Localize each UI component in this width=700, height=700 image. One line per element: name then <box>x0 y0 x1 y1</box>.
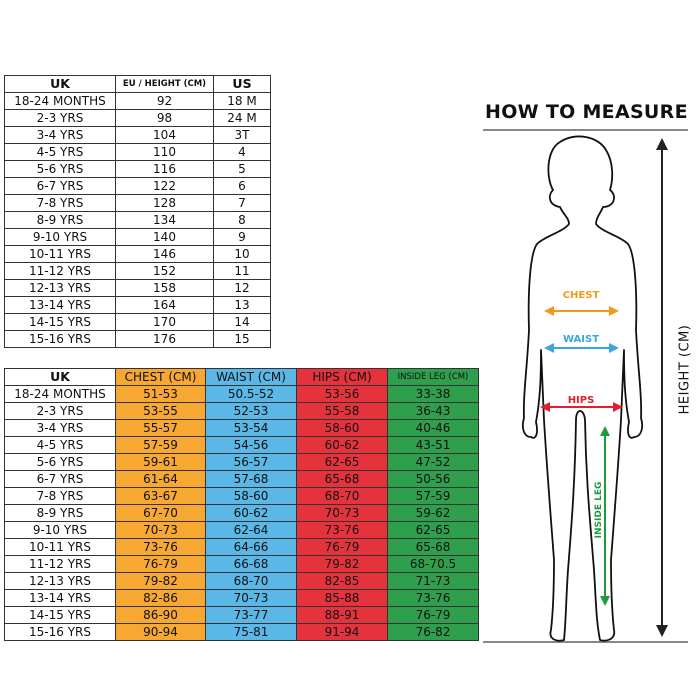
cell-hips-cm: 73-76 <box>296 521 388 539</box>
table-row: 2-3 YRS 98 24 M <box>4 109 271 127</box>
cell-waist-cm: 52-53 <box>205 402 297 420</box>
cell-uk: 2-3 YRS <box>4 402 116 420</box>
cell-inside-leg-cm: 76-82 <box>387 623 479 641</box>
cell-waist-cm: 60-62 <box>205 504 297 522</box>
cell-uk: 15-16 YRS <box>4 330 116 348</box>
cell-chest-cm: 76-79 <box>115 555 206 573</box>
cell-eu-height-cm: 122 <box>115 177 214 195</box>
cell-us: 11 <box>213 262 271 280</box>
cell-waist-cm: 62-64 <box>205 521 297 539</box>
how-to-measure-title: HOW TO MEASURE <box>485 101 688 123</box>
cell-inside-leg-cm: 76-79 <box>387 606 479 624</box>
cell-us: 5 <box>213 160 271 178</box>
cell-waist-cm: 73-77 <box>205 606 297 624</box>
cell-uk: 11-12 YRS <box>4 262 116 280</box>
cell-uk: 15-16 YRS <box>4 623 116 641</box>
table-row: 15-16 YRS 90-94 75-81 91-94 76-82 <box>4 623 479 641</box>
table-row: 6-7 YRS 122 6 <box>4 177 271 195</box>
cell-uk: 14-15 YRS <box>4 606 116 624</box>
cell-eu-height-cm: 158 <box>115 279 214 297</box>
cell-inside-leg-cm: 57-59 <box>387 487 479 505</box>
cell-us: 8 <box>213 211 271 229</box>
cell-chest-cm: 79-82 <box>115 572 206 590</box>
cell-hips-cm: 62-65 <box>296 453 388 471</box>
table-row: 14-15 YRS 86-90 73-77 88-91 76-79 <box>4 606 479 624</box>
cell-us: 24 M <box>213 109 271 127</box>
cell-waist-cm: 56-57 <box>205 453 297 471</box>
table-row: 3-4 YRS 104 3T <box>4 126 271 144</box>
chest-label: CHEST <box>563 290 600 301</box>
cell-uk: 8-9 YRS <box>4 504 116 522</box>
cell-hips-cm: 88-91 <box>296 606 388 624</box>
size-conversion-table: UK EU / HEIGHT (CM) US 18-24 MONTHS 92 18 … <box>4 75 271 348</box>
cell-waist-cm: 50.5-52 <box>205 385 297 403</box>
body-measurements-table: UK CHEST (CM) WAIST (CM) HIPS (CM) INSID… <box>4 368 479 641</box>
table-row: 4-5 YRS 57-59 54-56 60-62 43-51 <box>4 436 479 454</box>
cell-waist-cm: 64-66 <box>205 538 297 556</box>
header-hips: HIPS (CM) <box>296 368 388 386</box>
waist-label: WAIST <box>563 334 599 345</box>
cell-hips-cm: 58-60 <box>296 419 388 437</box>
cell-inside-leg-cm: 73-76 <box>387 589 479 607</box>
table-row: 8-9 YRS 134 8 <box>4 211 271 229</box>
table-row: 6-7 YRS 61-64 57-68 65-68 50-56 <box>4 470 479 488</box>
cell-inside-leg-cm: 62-65 <box>387 521 479 539</box>
cell-inside-leg-cm: 40-46 <box>387 419 479 437</box>
cell-inside-leg-cm: 43-51 <box>387 436 479 454</box>
cell-uk: 10-11 YRS <box>4 538 116 556</box>
cell-uk: 3-4 YRS <box>4 126 116 144</box>
cell-waist-cm: 70-73 <box>205 589 297 607</box>
cell-eu-height-cm: 176 <box>115 330 214 348</box>
cell-chest-cm: 61-64 <box>115 470 206 488</box>
height-label: HEIGHT (CM) <box>677 324 693 415</box>
cell-chest-cm: 57-59 <box>115 436 206 454</box>
cell-hips-cm: 91-94 <box>296 623 388 641</box>
cell-chest-cm: 73-76 <box>115 538 206 556</box>
cell-hips-cm: 65-68 <box>296 470 388 488</box>
inside-leg-label: INSIDE LEG <box>594 482 604 539</box>
cell-uk: 7-8 YRS <box>4 487 116 505</box>
table-row: 5-6 YRS 59-61 56-57 62-65 47-52 <box>4 453 479 471</box>
cell-uk: 13-14 YRS <box>4 589 116 607</box>
table-row: 9-10 YRS 70-73 62-64 73-76 62-65 <box>4 521 479 539</box>
cell-chest-cm: 86-90 <box>115 606 206 624</box>
hips-label: HIPS <box>568 395 595 406</box>
cell-uk: 18-24 MONTHS <box>4 385 116 403</box>
table-row: 8-9 YRS 67-70 60-62 70-73 59-62 <box>4 504 479 522</box>
cell-waist-cm: 54-56 <box>205 436 297 454</box>
cell-chest-cm: 59-61 <box>115 453 206 471</box>
cell-chest-cm: 70-73 <box>115 521 206 539</box>
cell-uk: 6-7 YRS <box>4 177 116 195</box>
cell-waist-cm: 53-54 <box>205 419 297 437</box>
cell-inside-leg-cm: 33-38 <box>387 385 479 403</box>
header-chest: CHEST (CM) <box>115 368 206 386</box>
table-row: 13-14 YRS 164 13 <box>4 296 271 314</box>
cell-hips-cm: 70-73 <box>296 504 388 522</box>
cell-us: 13 <box>213 296 271 314</box>
cell-waist-cm: 57-68 <box>205 470 297 488</box>
cell-eu-height-cm: 152 <box>115 262 214 280</box>
header-waist: WAIST (CM) <box>205 368 297 386</box>
table-row: 11-12 YRS 152 11 <box>4 262 271 280</box>
cell-us: 15 <box>213 330 271 348</box>
cell-inside-leg-cm: 50-56 <box>387 470 479 488</box>
cell-us: 3T <box>213 126 271 144</box>
table-row: 15-16 YRS 176 15 <box>4 330 271 348</box>
cell-inside-leg-cm: 68-70.5 <box>387 555 479 573</box>
cell-uk: 12-13 YRS <box>4 279 116 297</box>
cell-hips-cm: 53-56 <box>296 385 388 403</box>
table-row: 18-24 MONTHS 51-53 50.5-52 53-56 33-38 <box>4 385 479 403</box>
table-row: 12-13 YRS 79-82 68-70 82-85 71-73 <box>4 572 479 590</box>
child-silhouette <box>521 135 644 642</box>
cell-waist-cm: 75-81 <box>205 623 297 641</box>
cell-chest-cm: 90-94 <box>115 623 206 641</box>
table-row: 13-14 YRS 82-86 70-73 85-88 73-76 <box>4 589 479 607</box>
table-row: 7-8 YRS 128 7 <box>4 194 271 212</box>
cell-chest-cm: 82-86 <box>115 589 206 607</box>
table-row: 12-13 YRS 158 12 <box>4 279 271 297</box>
cell-uk: 9-10 YRS <box>4 228 116 246</box>
